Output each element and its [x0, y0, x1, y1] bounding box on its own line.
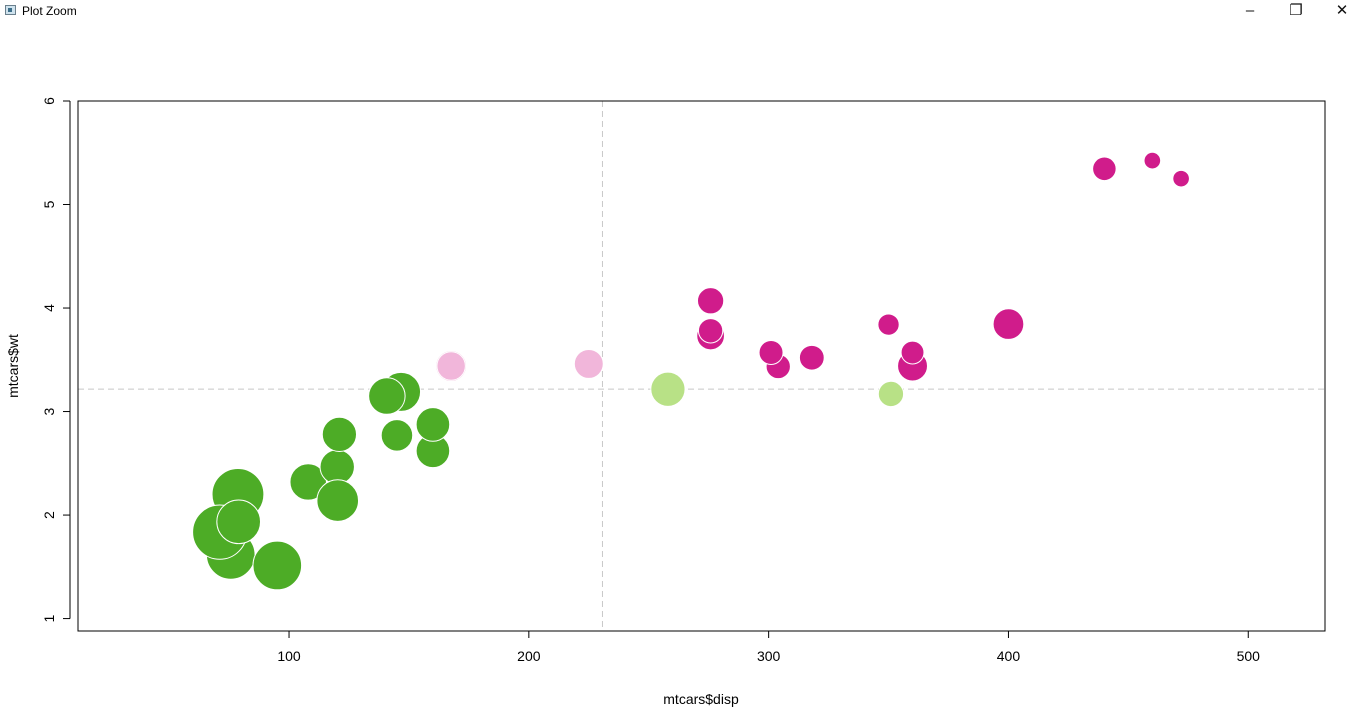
x-tick-label-200: 200 [517, 648, 541, 664]
window-titlebar[interactable]: Plot Zoom – ❐ ✕ [0, 0, 1366, 24]
data-point-26 [216, 499, 262, 545]
data-point-28 [252, 540, 303, 591]
data-point-14 [697, 318, 724, 344]
plot-frame [77, 100, 1326, 632]
data-point-6 [573, 348, 604, 379]
data-point-4 [650, 371, 686, 407]
data-point-16 [1143, 151, 1162, 170]
close-button[interactable]: ✕ [1335, 2, 1349, 19]
x-tick-label-500: 500 [1237, 648, 1261, 664]
data-point-12 [696, 287, 725, 315]
y-axis: 1 2 3 4 5 6 [41, 97, 71, 622]
scatter-plot: 100 200 300 400 500 1 2 3 4 5 6 mtcars$disp mtcar… [5, 97, 1326, 707]
data-point-29 [877, 380, 905, 408]
data-point-25 [992, 308, 1025, 340]
x-axis-label: mtcars$disp [663, 691, 739, 707]
data-point-27 [316, 479, 360, 522]
data-point-31 [758, 340, 784, 366]
y-axis-label: mtcars$wt [5, 334, 21, 398]
x-tick-label-300: 300 [757, 648, 781, 664]
y-tick-label-4: 4 [41, 304, 57, 312]
data-point-2 [415, 407, 451, 442]
y-tick-label-2: 2 [41, 511, 57, 519]
y-tick-label-3: 3 [41, 407, 57, 415]
restore-button[interactable]: ❐ [1289, 2, 1303, 19]
y-tick-label-6: 6 [41, 97, 57, 105]
minimize-button[interactable]: – [1245, 2, 1255, 19]
data-point-9 [368, 377, 406, 415]
y-tick-label-5: 5 [41, 200, 57, 208]
data-point-15 [1172, 169, 1190, 188]
data-point-30 [380, 419, 414, 452]
data-point-11 [436, 351, 466, 381]
data-point-32 [321, 416, 358, 452]
x-axis: 100 200 300 400 500 [277, 631, 1260, 664]
data-point-3 [289, 463, 327, 501]
y-tick-label-1: 1 [41, 614, 57, 622]
data-point-17 [1092, 156, 1117, 182]
data-points [192, 151, 1190, 591]
window-title: Plot Zoom [22, 4, 77, 18]
x-tick-label-100: 100 [277, 648, 301, 664]
data-point-21 [319, 449, 355, 485]
data-point-7 [900, 340, 925, 365]
x-tick-label-400: 400 [997, 648, 1021, 664]
data-point-22 [798, 344, 825, 371]
plot-window-icon [5, 5, 16, 15]
data-point-24 [877, 313, 900, 336]
